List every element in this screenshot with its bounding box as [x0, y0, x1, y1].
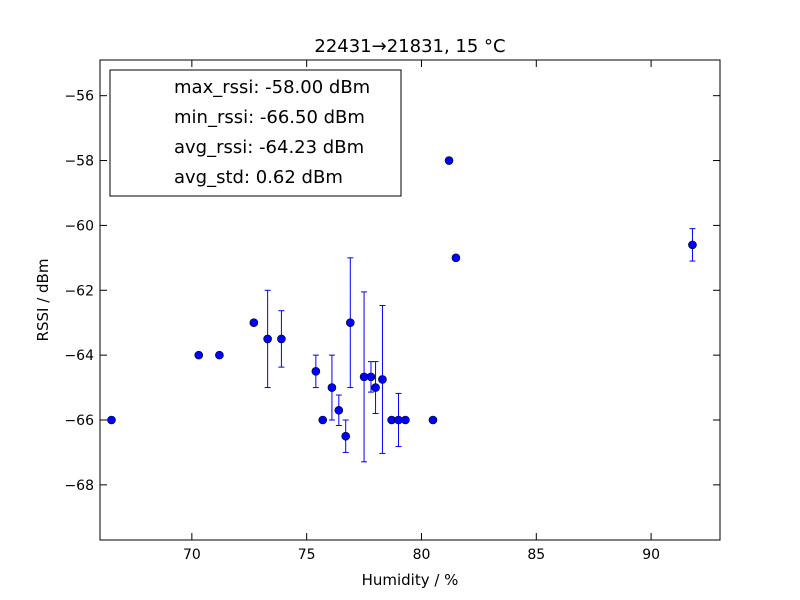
x-tick-label: 80: [413, 547, 431, 563]
legend-entry-min-rssi: min_rssi: -66.50 dBm: [174, 107, 365, 128]
y-tick-label: −58: [64, 154, 94, 170]
legend-entry-avg-std: avg_std: 0.62 dBm: [174, 167, 343, 188]
y-axis-label: RSSI / dBm: [34, 259, 52, 342]
data-point: [215, 350, 224, 360]
data-point: [451, 253, 461, 263]
data-point: [249, 318, 259, 328]
y-axis-ticks: −56 −58 −60 −62 −64 −66 −68: [64, 89, 720, 494]
data-point: [371, 383, 380, 392]
x-tick-label: 85: [527, 547, 545, 563]
data-point: [107, 415, 116, 425]
x-tick-label: 70: [183, 547, 201, 563]
data-point: [334, 405, 344, 415]
x-axis-label: Humidity / %: [362, 571, 459, 589]
y-tick-label: −66: [64, 413, 94, 429]
legend-entry-avg-rssi: avg_rssi: -64.23 dBm: [174, 137, 364, 158]
data-point: [378, 375, 387, 384]
data-point: [444, 156, 454, 165]
data-point: [341, 431, 351, 441]
data-point: [345, 318, 355, 328]
y-tick-label: −60: [64, 218, 94, 234]
x-tick-label: 75: [298, 547, 316, 563]
plot-frame: [99, 59, 721, 541]
x-axis-ticks: 70 75 80 85 90: [183, 60, 660, 563]
data-point: [688, 240, 697, 250]
y-tick-label: −62: [64, 283, 94, 299]
data-point: [318, 415, 328, 425]
legend-frame: [109, 69, 402, 197]
data-point: [277, 334, 286, 344]
data-point: [263, 334, 272, 344]
y-tick-label: −64: [64, 348, 94, 364]
legend: max_rssi: -58.00 dBm min_rssi: -66.50 dB…: [109, 69, 402, 197]
data-point: [194, 350, 204, 360]
y-tick-label: −68: [64, 478, 94, 494]
data-point: [366, 372, 376, 382]
chart-title: 22431→21831, 15 °C: [314, 36, 505, 57]
y-tick-label: −56: [64, 89, 94, 105]
legend-entry-max-rssi: max_rssi: -58.00 dBm: [174, 77, 370, 98]
data-point: [401, 415, 410, 425]
data-point: [311, 367, 321, 376]
x-tick-label: 90: [642, 547, 660, 563]
data-point: [428, 415, 438, 425]
data-point: [327, 383, 337, 392]
plot-area: [107, 156, 697, 463]
